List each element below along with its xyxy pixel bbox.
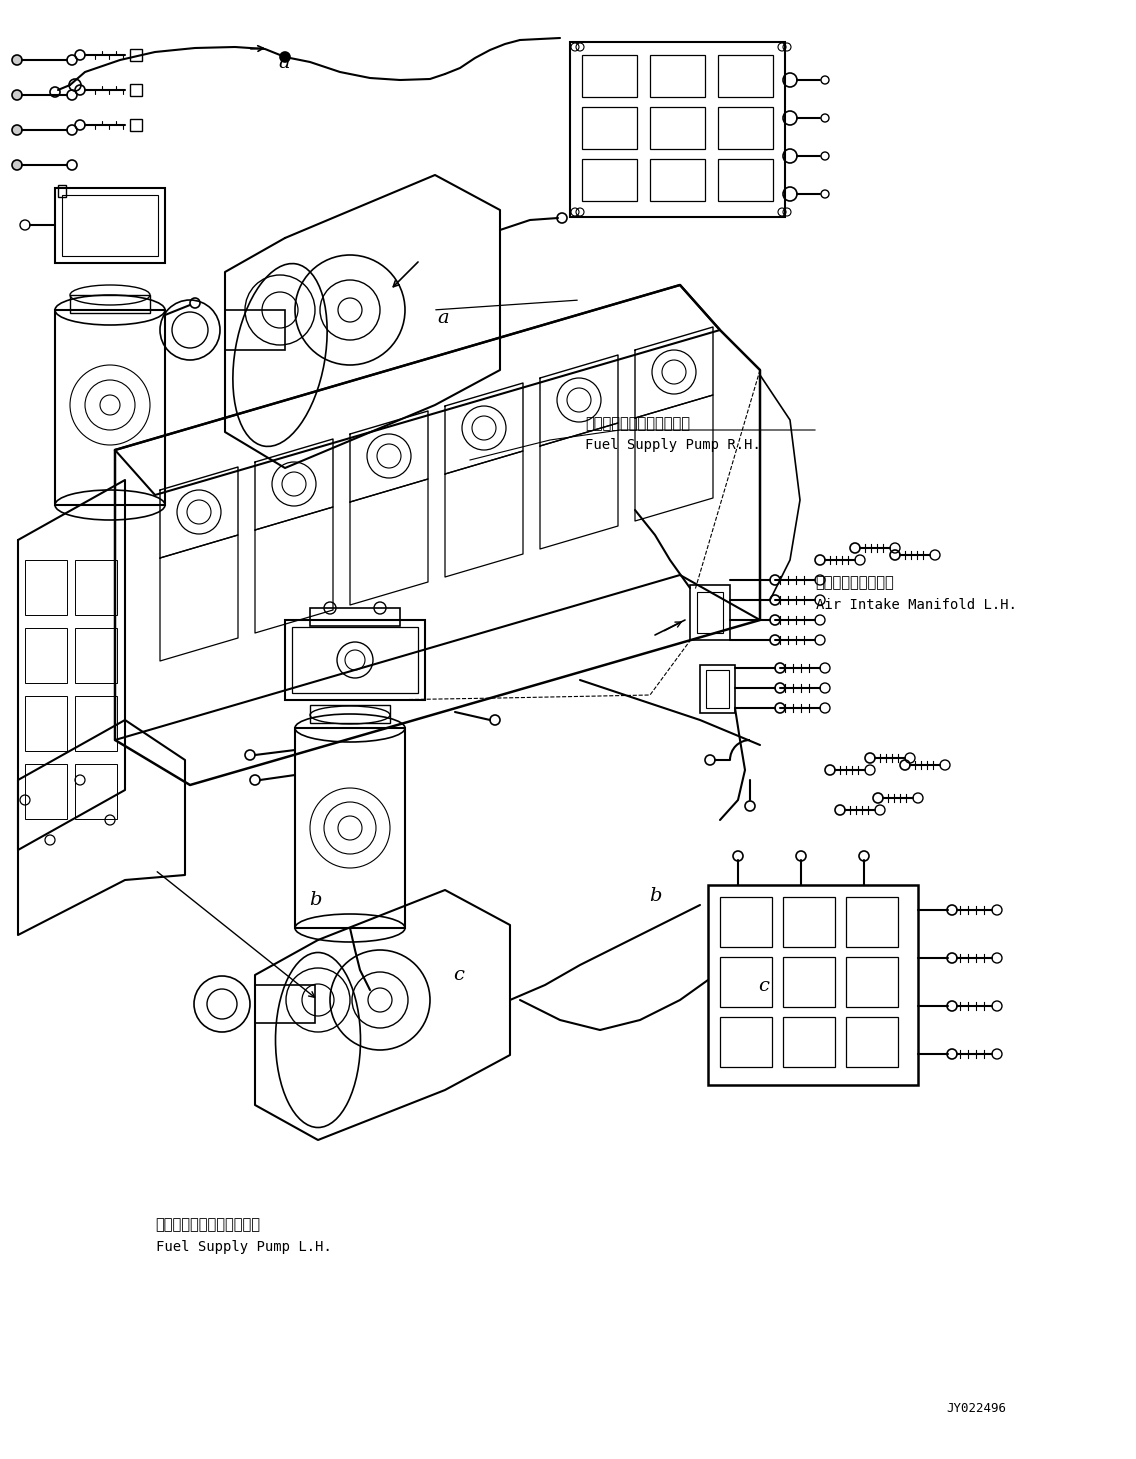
Bar (698, 592, 722, 633)
Bar (75, 560, 117, 616)
Bar (130, 85, 142, 96)
Circle shape (12, 160, 22, 171)
Bar (310, 608, 400, 626)
Text: c: c (453, 966, 465, 983)
Bar (70, 295, 150, 314)
Text: Fuel Supply Pump L.H.: Fuel Supply Pump L.H. (156, 1240, 332, 1255)
Text: a: a (437, 309, 449, 327)
Bar (225, 309, 285, 350)
Text: c: c (758, 978, 769, 995)
Bar (25, 560, 67, 616)
Bar (783, 897, 835, 947)
Bar (25, 696, 67, 751)
Bar (718, 159, 772, 201)
Bar (705, 670, 729, 708)
Bar (720, 957, 772, 1007)
Circle shape (12, 55, 22, 66)
Text: Fuel Supply Pump R.H.: Fuel Supply Pump R.H. (585, 438, 761, 452)
Bar (690, 585, 730, 641)
Bar (708, 886, 918, 1085)
Bar (783, 957, 835, 1007)
Bar (570, 42, 785, 217)
Bar (783, 1017, 835, 1067)
Bar (58, 185, 66, 197)
Bar (292, 627, 418, 693)
Bar (25, 765, 67, 818)
Bar (254, 985, 315, 1023)
Bar (75, 627, 117, 683)
Bar (25, 627, 67, 683)
Text: b: b (309, 891, 323, 909)
Bar (720, 897, 772, 947)
Bar (718, 107, 772, 149)
Bar (55, 309, 165, 505)
Bar (130, 120, 142, 131)
Bar (720, 1017, 772, 1067)
Bar (310, 705, 390, 724)
Bar (846, 1017, 897, 1067)
Text: JY022496: JY022496 (946, 1402, 1006, 1415)
Bar (130, 50, 142, 61)
Bar (582, 159, 637, 201)
Bar (55, 188, 165, 263)
Bar (650, 107, 705, 149)
Bar (718, 55, 772, 96)
Circle shape (12, 90, 22, 101)
Text: フェルサプライポンプ　右: フェルサプライポンプ 右 (585, 416, 690, 430)
Circle shape (279, 53, 290, 61)
Text: a: a (278, 54, 290, 71)
Bar (700, 665, 735, 713)
Bar (582, 55, 637, 96)
Text: 吸気マニホールド左: 吸気マニホールド左 (816, 575, 894, 589)
Text: フェルサプライポンプ　左: フェルサプライポンプ 左 (156, 1217, 260, 1231)
Text: Air Intake Manifold L.H.: Air Intake Manifold L.H. (816, 598, 1017, 613)
Bar (846, 897, 897, 947)
Bar (846, 957, 897, 1007)
Text: b: b (649, 887, 662, 905)
Bar (75, 696, 117, 751)
Bar (650, 159, 705, 201)
Bar (75, 765, 117, 818)
Circle shape (12, 125, 22, 136)
Bar (285, 620, 425, 700)
Bar (295, 728, 406, 928)
Bar (62, 196, 158, 255)
Bar (582, 107, 637, 149)
Bar (650, 55, 705, 96)
